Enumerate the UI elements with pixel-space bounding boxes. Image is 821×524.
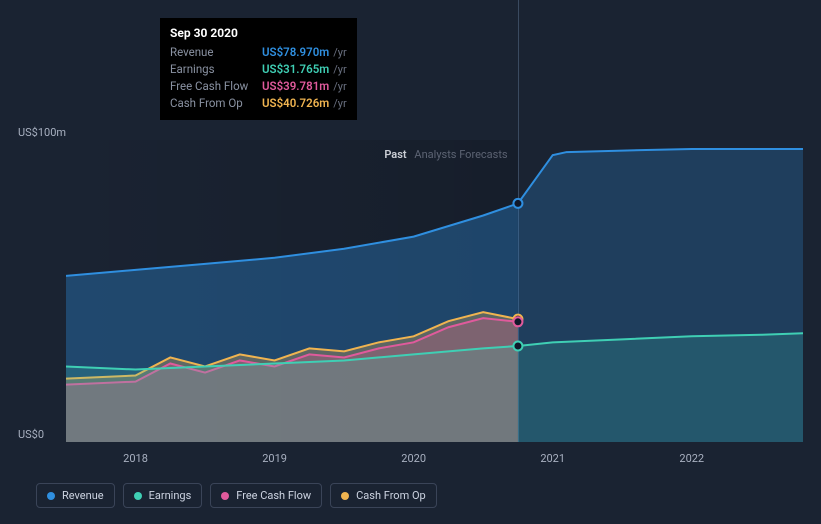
legend-label: Cash From Op — [356, 489, 426, 502]
x-axis-label: 2018 — [123, 452, 148, 465]
marker-free_cash_flow — [513, 317, 522, 326]
y-axis-label: US$100m — [18, 126, 66, 139]
x-axis-label: 2021 — [540, 452, 565, 465]
tooltip-key: Earnings — [170, 61, 262, 78]
legend-dot-icon — [341, 492, 349, 500]
legend-label: Free Cash Flow — [236, 489, 311, 502]
tooltip-value: US$40.726m — [262, 95, 329, 112]
marker-revenue — [513, 199, 522, 208]
tooltip-row: EarningsUS$31.765m/yr — [170, 61, 347, 78]
x-axis-label: 2020 — [401, 452, 426, 465]
x-axis-label: 2022 — [679, 452, 704, 465]
chart-container: US$100m US$0 Past Analysts Forecasts 201… — [18, 0, 803, 524]
legend-dot-icon — [134, 492, 142, 500]
tooltip-unit: /yr — [333, 79, 346, 95]
tooltip-key: Cash From Op — [170, 95, 262, 112]
tooltip-key: Free Cash Flow — [170, 78, 262, 95]
legend-item-revenue[interactable]: Revenue — [36, 483, 115, 508]
tooltip-unit: /yr — [333, 62, 346, 78]
tooltip-value: US$31.765m — [262, 61, 329, 78]
x-axis: 2018 2019 2020 2021 2022 — [66, 452, 803, 468]
tooltip-row: RevenueUS$78.970m/yr — [170, 44, 347, 61]
tooltip-unit: /yr — [333, 45, 346, 61]
tooltip-row: Free Cash FlowUS$39.781m/yr — [170, 78, 347, 95]
legend-label: Earnings — [149, 489, 192, 502]
data-tooltip: Sep 30 2020 RevenueUS$78.970m/yrEarnings… — [160, 18, 357, 120]
tooltip-unit: /yr — [333, 96, 346, 112]
legend-label: Revenue — [62, 489, 104, 502]
tooltip-key: Revenue — [170, 44, 262, 61]
legend-dot-icon — [47, 492, 55, 500]
area-chart[interactable] — [66, 140, 803, 442]
tooltip-value: US$78.970m — [262, 44, 329, 61]
legend-dot-icon — [221, 492, 229, 500]
area-earnings-future — [518, 333, 803, 442]
marker-earnings — [513, 341, 522, 350]
y-axis-label: US$0 — [18, 428, 44, 441]
tooltip-value: US$39.781m — [262, 78, 329, 95]
legend-item-free_cash_flow[interactable]: Free Cash Flow — [210, 483, 322, 508]
chart-legend: Revenue Earnings Free Cash Flow Cash From O… — [36, 483, 437, 508]
legend-item-cash_from_op[interactable]: Cash From Op — [330, 483, 437, 508]
x-axis-label: 2019 — [262, 452, 287, 465]
tooltip-date: Sep 30 2020 — [170, 26, 347, 40]
tooltip-row: Cash From OpUS$40.726m/yr — [170, 95, 347, 112]
legend-item-earnings[interactable]: Earnings — [123, 483, 203, 508]
